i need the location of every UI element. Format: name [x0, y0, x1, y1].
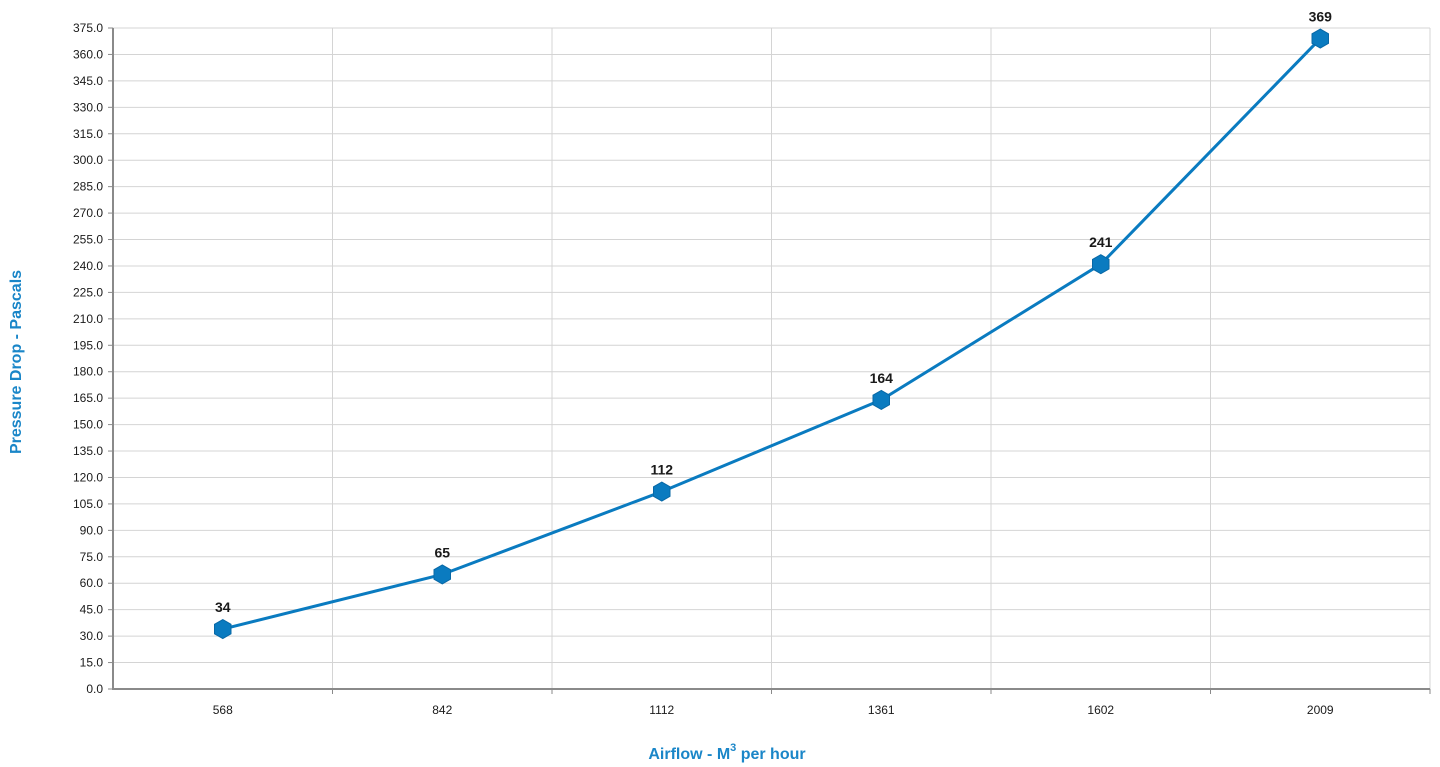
y-tick-label: 165.0: [73, 391, 103, 405]
axes: [108, 27, 1431, 694]
series-line: [222, 37, 1322, 631]
x-tick-label: 2009: [1307, 703, 1334, 717]
x-axis-title-rest: per hour: [736, 746, 805, 763]
data-point-marker: [1092, 254, 1110, 275]
x-tick-label: 842: [432, 703, 452, 717]
y-tick-label: 270.0: [73, 206, 103, 220]
y-tick-label: 375.0: [73, 21, 103, 35]
y-tick-label: 225.0: [73, 285, 103, 299]
data-label: 241: [1089, 234, 1113, 250]
data-label: 34: [215, 599, 231, 615]
x-tick-label: 568: [213, 703, 233, 717]
y-tick-label: 210.0: [73, 312, 103, 326]
data-point-marker: [872, 389, 890, 410]
data-label: 65: [434, 544, 450, 560]
y-tick-label: 285.0: [73, 180, 103, 194]
y-tick-label: 15.0: [80, 656, 104, 670]
y-tick-label: 255.0: [73, 233, 103, 247]
x-tick-label: 1361: [868, 703, 895, 717]
series-line-0: [222, 37, 1322, 631]
data-label: 369: [1309, 9, 1333, 25]
y-tick-labels: 0.0 15.0 30.0 45.0 60.0 75.0 90.0 105.0 120.0 135…: [73, 21, 103, 696]
data-label: 164: [870, 370, 894, 386]
x-tick-labels: 568 842 1112 1361 1602 2009: [213, 703, 1334, 717]
y-tick-label: 315.0: [73, 127, 103, 141]
y-tick-label: 60.0: [80, 576, 104, 590]
data-labels: 34 65 112 164 241 369: [215, 9, 1332, 615]
grid-lines: [113, 27, 1431, 689]
y-tick-label: 120.0: [73, 470, 103, 484]
y-tick-label: 345.0: [73, 74, 103, 88]
data-point-marker: [433, 564, 451, 585]
y-tick-label: 0.0: [86, 682, 103, 696]
x-axis-title-main: Airflow - M: [648, 746, 730, 763]
x-tick-label: 1602: [1087, 703, 1114, 717]
series-markers: [214, 28, 1329, 640]
y-tick-label: 360.0: [73, 47, 103, 61]
y-tick-label: 150.0: [73, 418, 103, 432]
data-point-marker: [214, 619, 232, 640]
y-tick-label: 135.0: [73, 444, 103, 458]
data-point-marker: [1311, 28, 1329, 49]
y-axis-title: Pressure Drop - Pascals: [8, 270, 25, 454]
y-tick-label: 330.0: [73, 100, 103, 114]
y-tick-label: 240.0: [73, 259, 103, 273]
y-tick-label: 75.0: [80, 550, 104, 564]
x-axis-title-superscript: 3: [730, 742, 736, 754]
y-tick-label: 300.0: [73, 153, 103, 167]
y-tick-label: 45.0: [80, 603, 104, 617]
y-tick-label: 180.0: [73, 365, 103, 379]
y-tick-label: 90.0: [80, 523, 104, 537]
x-axis-title: Airflow - M3 per hour: [648, 742, 805, 763]
data-point-marker: [653, 481, 671, 502]
y-tick-label: 30.0: [80, 629, 104, 643]
y-tick-label: 105.0: [73, 497, 103, 511]
x-tick-label: 1112: [649, 703, 674, 717]
y-tick-label: 195.0: [73, 338, 103, 352]
data-label: 112: [650, 462, 673, 478]
